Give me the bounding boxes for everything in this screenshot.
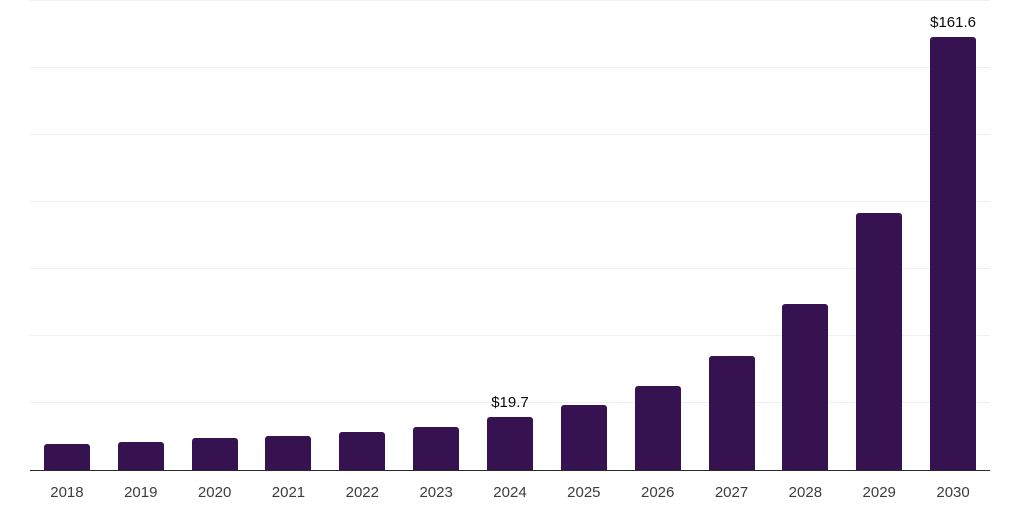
- bar-2025: [560, 405, 607, 470]
- tick-label-2019: 2019: [124, 484, 158, 501]
- bar-2026: [634, 386, 681, 470]
- bar-2021: [265, 435, 312, 470]
- bar-column-2018: [30, 1, 104, 470]
- bar-2023: [413, 427, 460, 470]
- tick-label-2021: 2021: [271, 484, 306, 501]
- tick-label-2030: 2030: [936, 484, 970, 501]
- bar-column-2020: [178, 1, 252, 470]
- tick-label-2025: 2025: [567, 484, 601, 501]
- gridline-125: [30, 134, 990, 135]
- bar-column-2022: [325, 1, 399, 470]
- bar-column-2025: [547, 1, 621, 470]
- bar-2029: [856, 212, 903, 470]
- tick-label-2026: 2026: [640, 484, 675, 501]
- bar-2020: [191, 438, 238, 470]
- tick-label-2024: 2024: [493, 484, 527, 501]
- bar-2030: [930, 36, 977, 470]
- tick-label-2023: 2023: [419, 484, 453, 501]
- bar-2028: [782, 303, 829, 470]
- bar-column-2028: [768, 1, 842, 470]
- bar-column-2023: [399, 1, 473, 470]
- tick-label-2029: 2029: [862, 484, 896, 501]
- bars-container: $19.7 $161.6: [30, 1, 990, 470]
- bar-column-2021: [252, 1, 326, 470]
- bar-column-2019: [104, 1, 178, 470]
- data-label-2030: $161.6: [930, 13, 976, 31]
- gridline-150: [30, 67, 990, 68]
- bar-column-2024: $19.7: [473, 1, 547, 470]
- plot-area: $19.7 $161.6: [30, 0, 990, 470]
- bar-2018: [43, 444, 90, 470]
- bar-2027: [708, 356, 755, 470]
- tick-label-2022: 2022: [345, 484, 379, 501]
- bar-column-2029: [842, 1, 916, 470]
- gridline-25: [30, 402, 990, 403]
- x-axis-labels: 2018 2019 2020 2021 2022 2023 2024 2025 2026 2027…: [30, 479, 990, 507]
- gridline-75: [30, 268, 990, 269]
- bar-column-2027: [695, 1, 769, 470]
- gridline-50: [30, 335, 990, 336]
- bar-column-2026: [621, 1, 695, 470]
- bar-2019: [117, 441, 164, 470]
- bar-2024: [486, 417, 533, 470]
- tick-label-2027: 2027: [714, 484, 749, 501]
- tick-label-2018: 2018: [50, 484, 84, 501]
- gridline-175: [30, 0, 990, 1]
- tick-label-2020: 2020: [197, 484, 232, 501]
- data-label-2024: $19.7: [491, 394, 529, 412]
- x-axis-line: [30, 469, 990, 471]
- tick-label-2028: 2028: [788, 484, 823, 501]
- bar-2022: [339, 431, 386, 470]
- bar-column-2030: $161.6: [916, 1, 990, 470]
- gridline-100: [30, 201, 990, 202]
